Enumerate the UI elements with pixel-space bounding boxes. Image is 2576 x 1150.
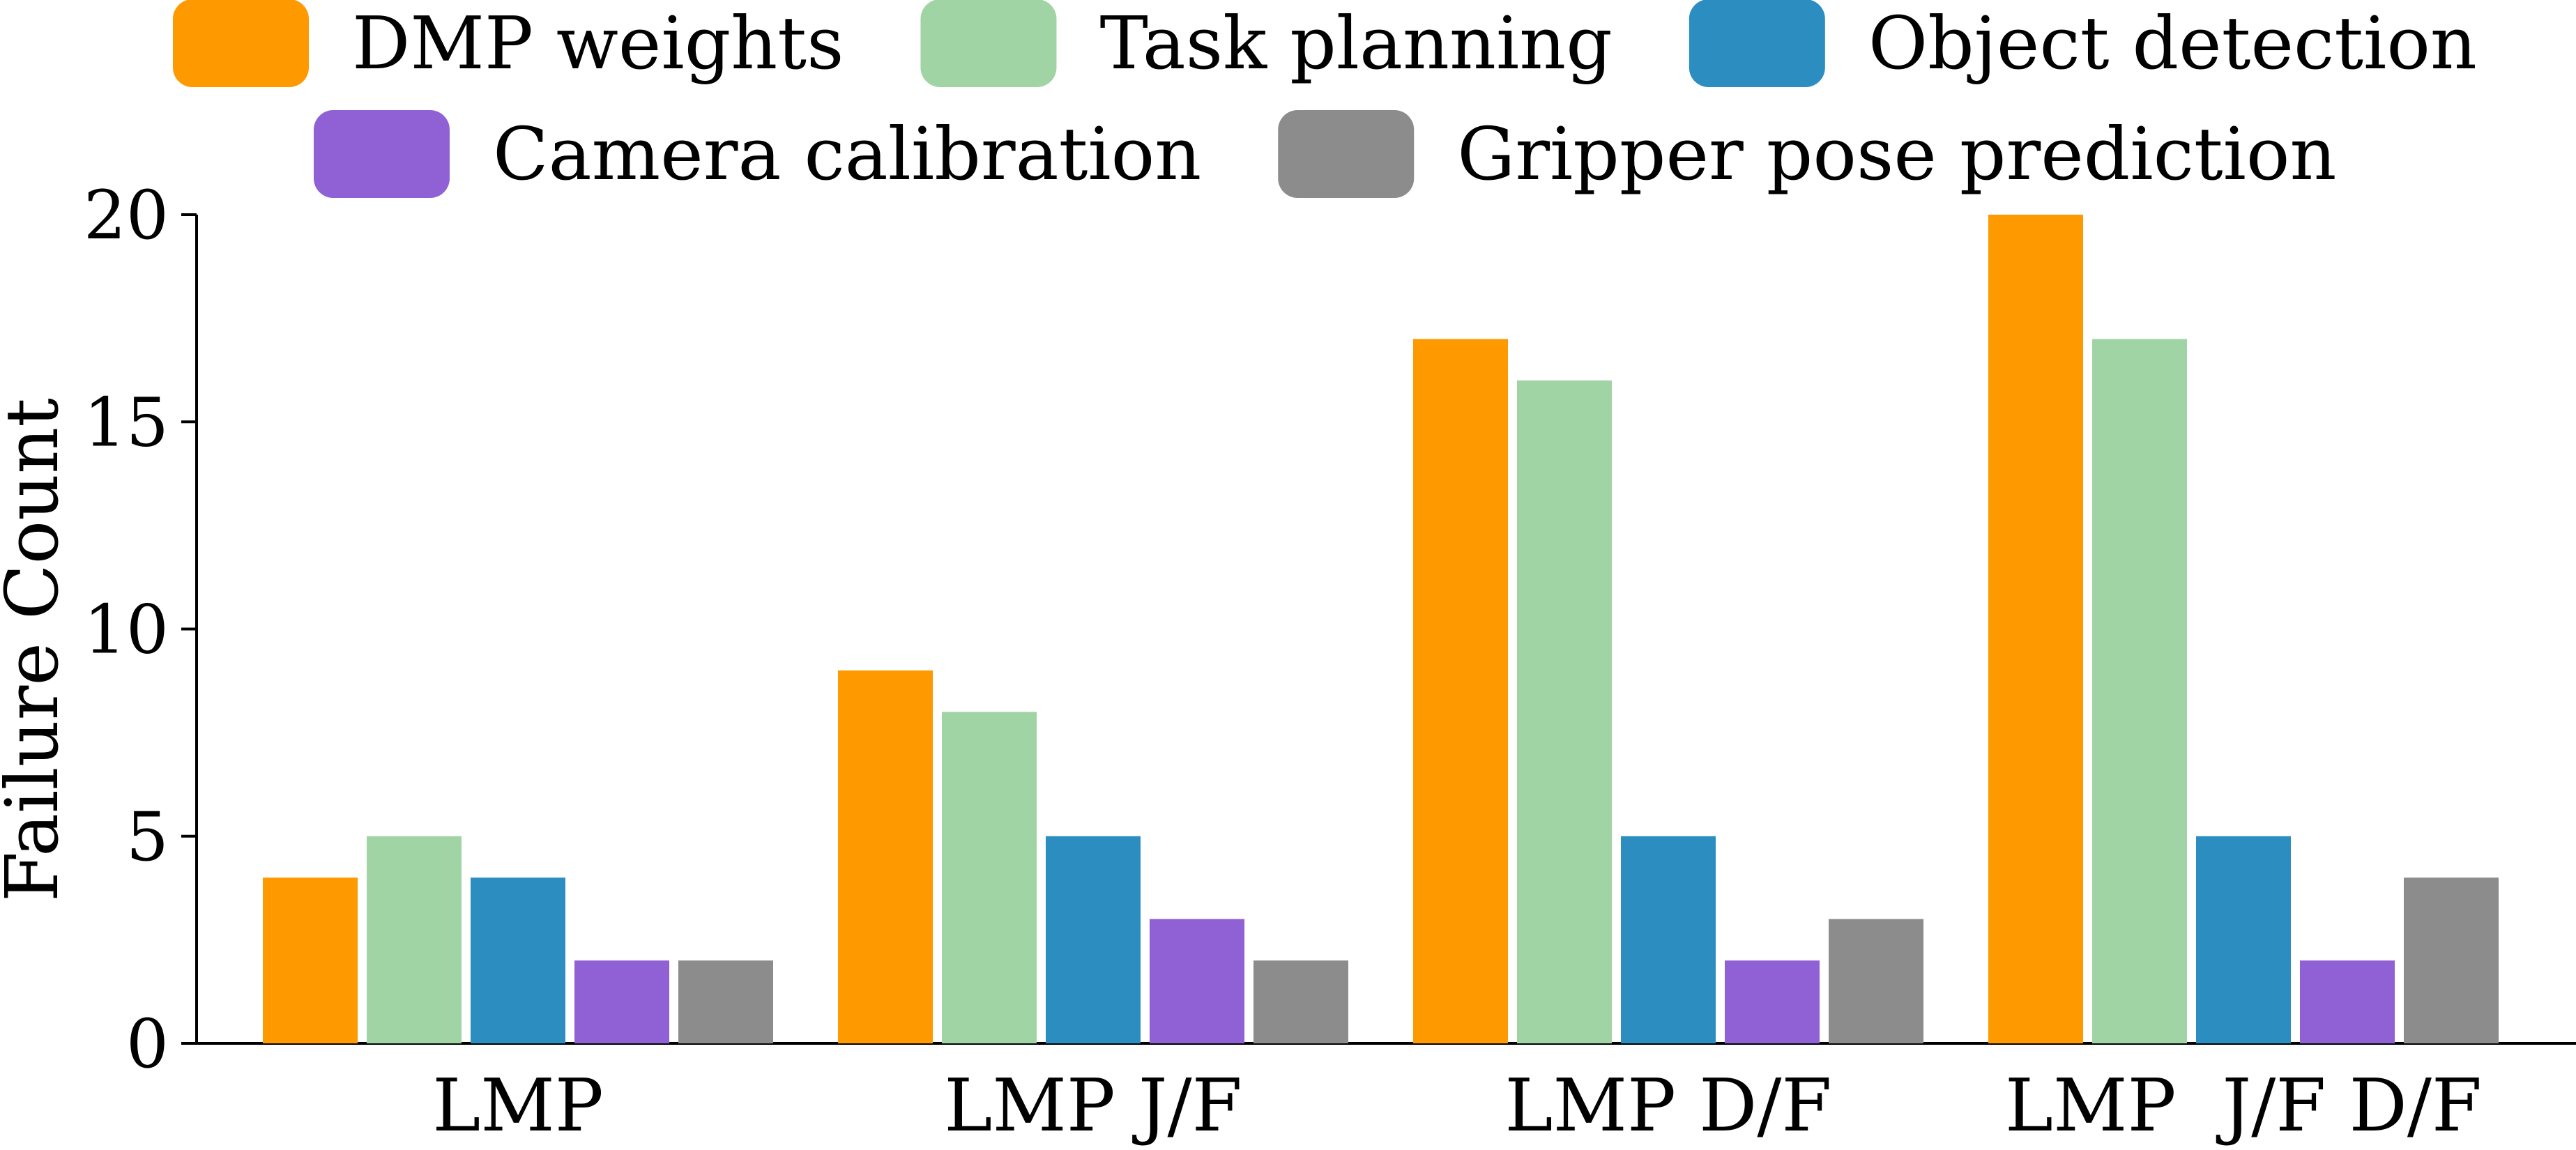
x-category-labels: LMP LMP J/F LMP D/F LMP J/F D/F <box>432 1063 2482 1148</box>
bar-camera-calibration-3 <box>1725 960 1820 1043</box>
legend-label: Object detection <box>1868 1 2477 86</box>
y-ticks: 0 5 10 15 20 <box>84 176 197 1083</box>
y-tick-label: 20 <box>84 176 169 254</box>
y-axis-title: Failure Count <box>0 398 75 902</box>
legend-swatch <box>173 0 309 87</box>
bar-object-detection-2 <box>1046 836 1141 1043</box>
bar-task-planning-2 <box>942 712 1037 1043</box>
legend-swatch <box>920 0 1057 87</box>
bar-gripper-pose-prediction-2 <box>1253 960 1348 1043</box>
bar-object-detection-3 <box>1621 836 1716 1043</box>
bar-object-detection-1 <box>471 877 565 1043</box>
bar-task-planning-3 <box>1517 380 1612 1043</box>
legend-label: Gripper pose prediction <box>1457 112 2336 197</box>
legend-swatch <box>314 110 450 198</box>
bar-dmp-weights-2 <box>838 670 933 1043</box>
x-category-label: LMP D/F <box>1504 1063 1831 1147</box>
bar-task-planning-1 <box>367 836 462 1043</box>
bar-object-detection-4 <box>2196 836 2291 1043</box>
bar-gripper-pose-prediction-1 <box>678 960 773 1043</box>
legend-label: Camera calibration <box>493 112 1201 197</box>
axes: Failure Count 0 5 10 15 20 LMP LMP J/F LMP D/F… <box>0 176 2576 1148</box>
legend: DMP weights Task planning Object detection… <box>173 0 2477 198</box>
bar-task-planning-4 <box>2092 339 2187 1044</box>
bar-dmp-weights-1 <box>263 877 358 1043</box>
x-category-label: LMP <box>432 1063 604 1147</box>
bar-camera-calibration-1 <box>574 960 669 1043</box>
legend-label: DMP weights <box>352 1 844 86</box>
bar-gripper-pose-prediction-4 <box>2404 877 2499 1043</box>
y-tick-label: 10 <box>84 591 169 669</box>
bar-dmp-weights-4 <box>1988 215 2083 1043</box>
legend-label: Task planning <box>1099 1 1612 86</box>
y-tick-label: 5 <box>126 798 169 876</box>
bar-camera-calibration-2 <box>1150 919 1244 1043</box>
x-category-label: LMP J/F D/F <box>2005 1063 2482 1147</box>
legend-swatch <box>1689 0 1825 87</box>
bar-camera-calibration-4 <box>2300 960 2395 1043</box>
y-tick-label: 0 <box>126 1005 169 1083</box>
x-category-label: LMP J/F <box>944 1063 1242 1147</box>
y-tick-label: 15 <box>84 383 169 461</box>
legend-swatch <box>1278 110 1415 198</box>
bar-gripper-pose-prediction-3 <box>1829 919 1923 1043</box>
bars <box>263 215 2499 1044</box>
bar-dmp-weights-3 <box>1413 339 1508 1044</box>
